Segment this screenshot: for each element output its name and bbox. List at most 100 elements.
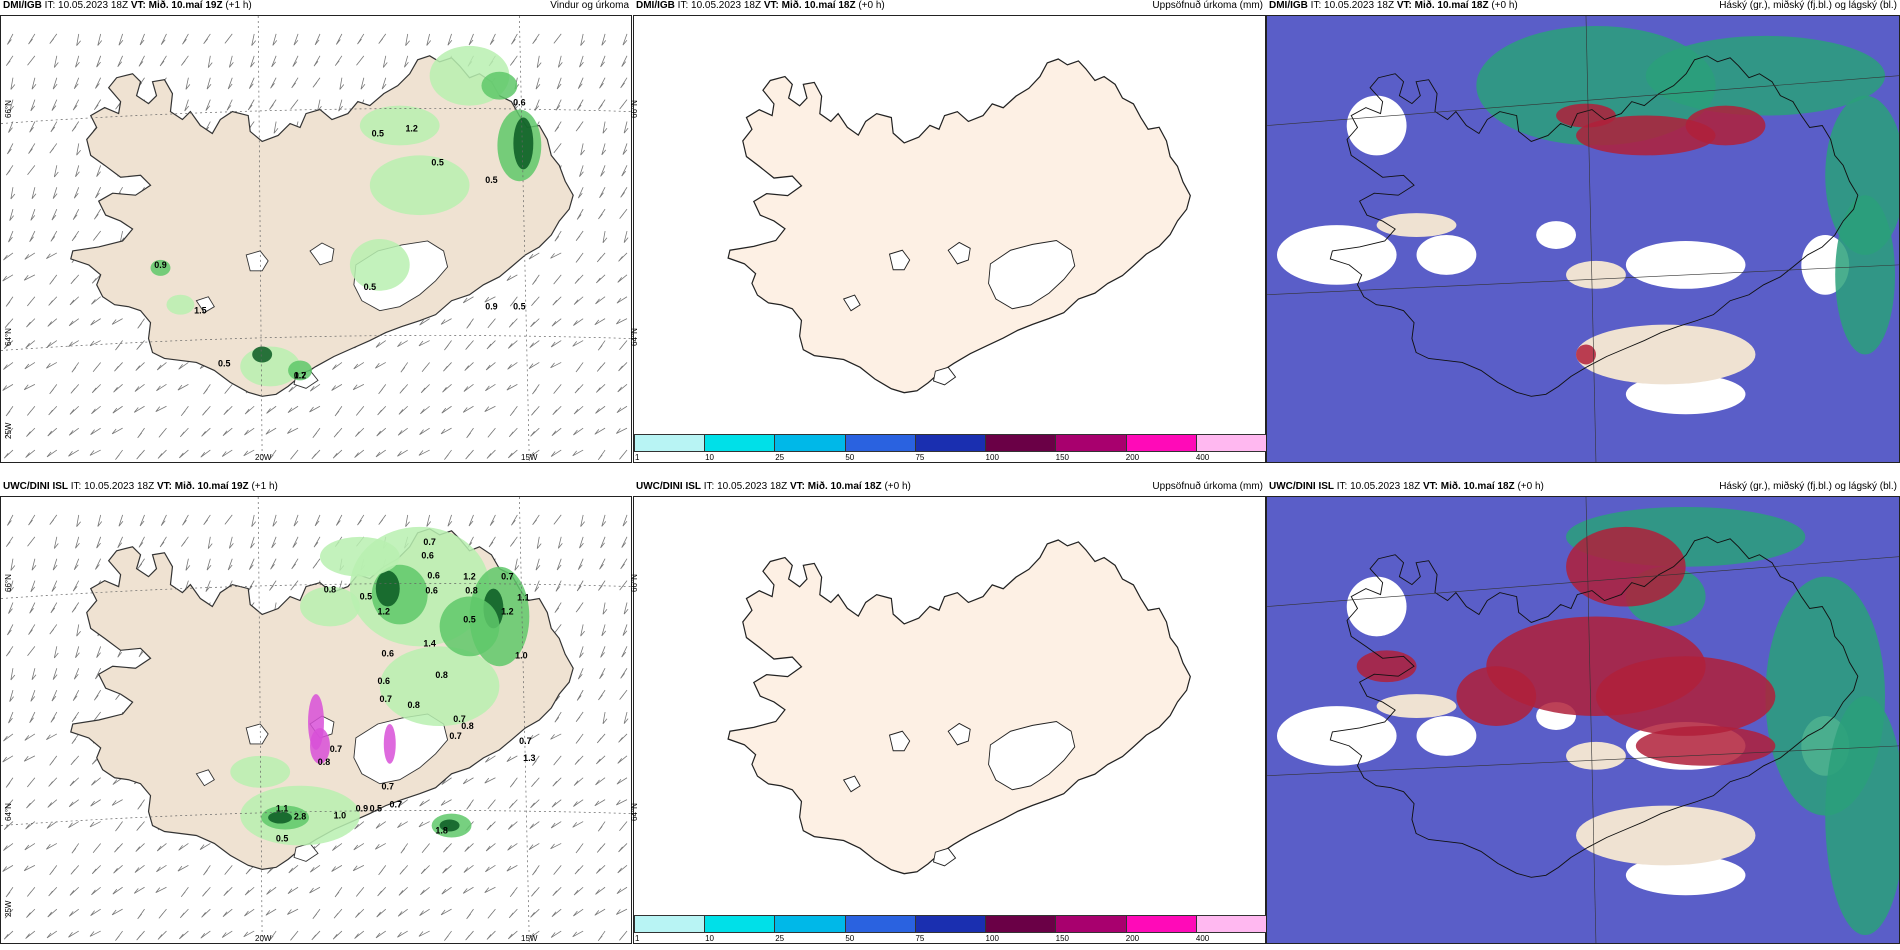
wind-barb [29, 711, 36, 724]
wind-barb [576, 99, 584, 111]
wind-barb [26, 318, 36, 328]
wind-barb [268, 930, 277, 942]
wind-barb [185, 558, 191, 571]
wind-barb [93, 99, 102, 111]
wind-barb [31, 558, 37, 571]
wind-barb [528, 252, 540, 260]
wind-barb [355, 405, 365, 416]
wind-barb [70, 755, 80, 766]
wind-barb [506, 755, 518, 762]
precip-value-label: 0.6 [425, 586, 437, 596]
wind-precip-map: 0.60.5 1.20.50.50.91.50.50.9 0.50.50.71.2 [1, 16, 631, 462]
precip-value-label: 1.2 [294, 370, 306, 380]
panel-title: Háský (gr.), miðský (fj.bl.) og lágský (… [1719, 481, 1897, 492]
lon-label-15w: 15W [521, 934, 538, 943]
wind-barb [117, 536, 123, 549]
wind-barb [375, 843, 386, 850]
graticule [1267, 16, 1899, 462]
mid-cloud-field [1356, 526, 1776, 766]
wind-barb [507, 449, 518, 459]
graticule [1, 16, 631, 462]
wind-barb [4, 427, 14, 438]
graticule-line [1267, 75, 1899, 126]
wind-barb [23, 274, 36, 281]
precip-value-label: 0.7 [390, 800, 402, 810]
glacier [888, 249, 911, 271]
wind-barb [573, 318, 584, 326]
wind-barb [507, 843, 518, 851]
wind-barb [466, 908, 474, 920]
wind-barb [577, 558, 584, 570]
precip-value-label: 0.5 [370, 804, 382, 814]
wind-barb [532, 755, 540, 766]
wind-barb [287, 908, 299, 915]
precip-colorbar [634, 915, 1267, 933]
wind-barb [529, 930, 540, 939]
wind-barb [27, 55, 36, 66]
clear-patch [1625, 855, 1746, 896]
wind-barb [287, 427, 299, 434]
colorbar-tick-label: 400 [1195, 934, 1210, 943]
wind-barb [489, 514, 496, 526]
wind-barb [136, 930, 145, 941]
wind-precip-map: 0.70.60.80.51.20.60.61.20.80.70.51.11.41… [1, 497, 631, 943]
wind-barb [24, 843, 36, 851]
wind-barb [29, 121, 36, 133]
precip-values: 0.60.5 1.20.50.50.91.50.50.9 0.50.50.71.2 [154, 98, 525, 381]
wind-barb [552, 777, 562, 787]
wind-barb [447, 33, 453, 46]
precip-value-label: 0.7 [380, 694, 392, 704]
wind-barb [465, 449, 474, 460]
glacier [988, 239, 1076, 310]
wind-barb [26, 427, 36, 437]
wind-barb [201, 908, 211, 918]
mid-cloud-patch [1356, 650, 1417, 683]
wind-barb [484, 296, 496, 303]
clear-patch [1346, 95, 1407, 156]
wind-barb [397, 930, 408, 938]
wind-barb [312, 558, 321, 569]
colorbar-swatch [1196, 916, 1266, 932]
accum-precip-map [634, 497, 1265, 943]
wind-barb [511, 514, 518, 526]
init-time: IT: 10.05.2023 18Z [70, 481, 155, 492]
wind-barb [112, 405, 123, 414]
wind-barb [550, 362, 562, 369]
wind-barb [271, 55, 277, 68]
wind-barb [309, 384, 321, 392]
wind-barb [69, 886, 80, 896]
wind-barb [69, 405, 80, 415]
wind-barb [293, 33, 299, 46]
wind-barb [444, 449, 452, 460]
panel-cloud-uwc: UWC/DINI ISL IT: 10.05.2023 18Z VT: Mið.… [1266, 481, 1900, 944]
wind-barb [269, 99, 277, 110]
wind-barb [182, 514, 189, 526]
wind-barb [10, 668, 16, 681]
land-visible [1376, 213, 1756, 385]
wind-barb [553, 143, 562, 154]
wind-barb [92, 843, 101, 853]
wind-barb [550, 821, 562, 829]
wind-barb [616, 405, 628, 414]
wind-barb [574, 274, 584, 284]
wind-barb [115, 821, 123, 832]
wind-barb [595, 384, 606, 393]
wind-barb [507, 930, 518, 940]
wind-barb [335, 33, 343, 45]
wind-barb [485, 865, 496, 873]
precip-value-label: 0.7 [519, 736, 531, 746]
wind-barb [311, 449, 321, 460]
wind-barb [357, 33, 365, 45]
wind-barb [376, 427, 387, 437]
wind-barb [534, 580, 540, 592]
wind-barb [375, 340, 387, 348]
iceland-land [727, 539, 1191, 875]
precip-value-label: 0.9 [154, 260, 166, 270]
wind-barb [418, 930, 430, 937]
glacier [842, 775, 861, 793]
wind-barb [532, 274, 540, 285]
wind-barb [31, 77, 37, 90]
graticule-64n [1, 810, 631, 826]
mid-cloud-patch [1595, 656, 1776, 736]
land-visible [1376, 694, 1756, 866]
